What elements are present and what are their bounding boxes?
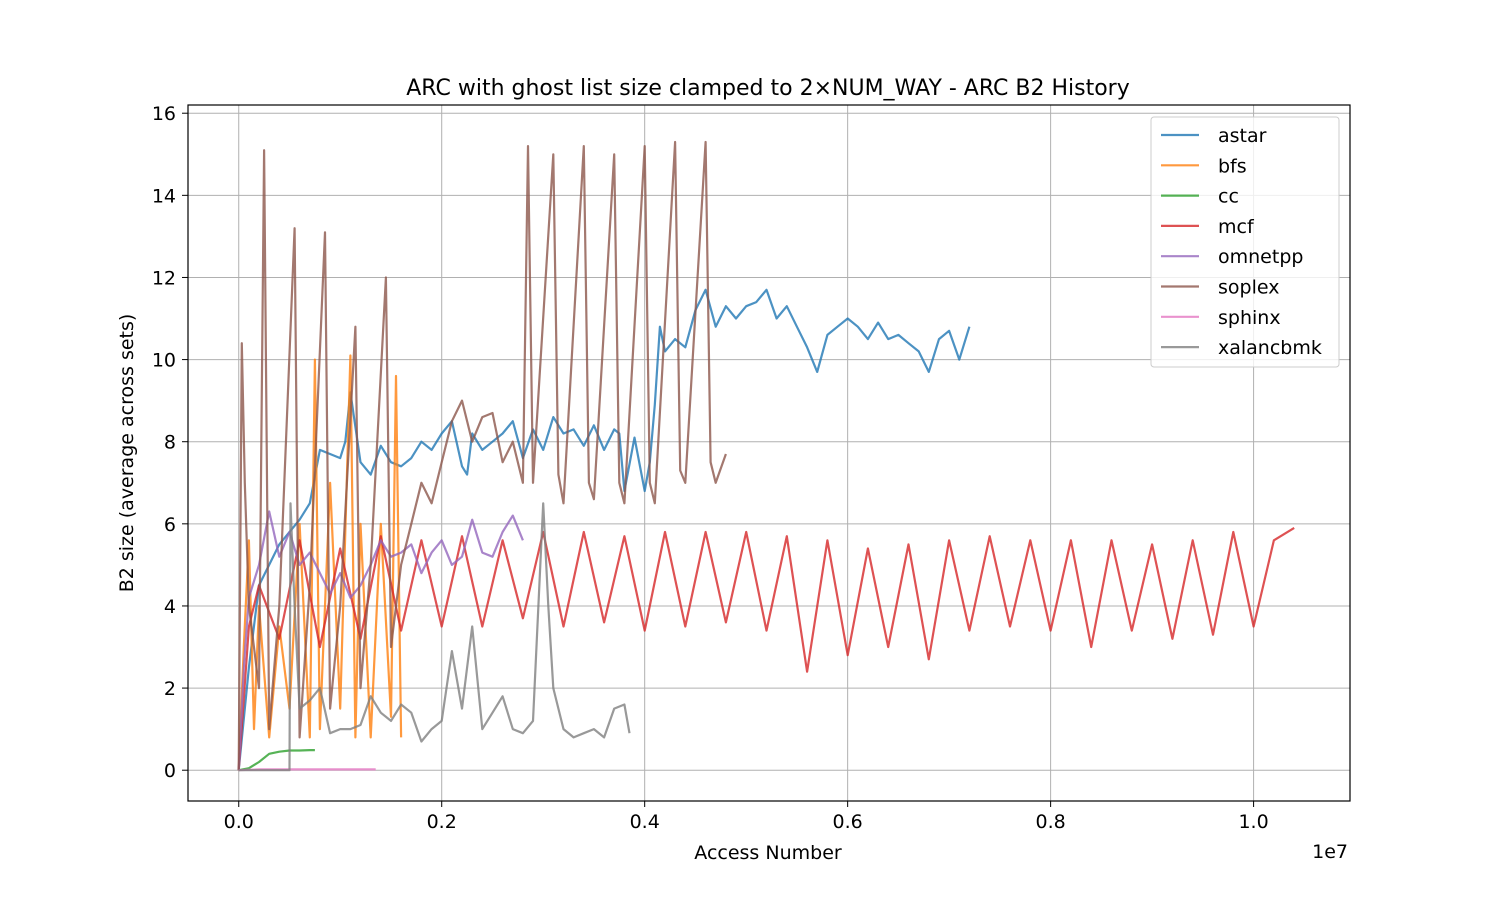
series-line-omnetpp [237, 510, 524, 771]
legend-label-xalancbmk: xalancbmk [1218, 337, 1322, 359]
legend-label-omnetpp: omnetpp [1218, 246, 1303, 268]
y-axis-label: B2 size (average across sets) [116, 314, 138, 593]
legend-box [1150, 116, 1340, 368]
legend-label-mcf: mcf [1218, 216, 1255, 238]
series-line-mcf [237, 526, 1295, 771]
x-tick-label: 0.4 [630, 811, 660, 833]
legend-label-bfs: bfs [1218, 155, 1247, 177]
y-tick-label: 16 [152, 103, 176, 125]
legend-label-soplex: soplex [1218, 277, 1279, 299]
y-tick-label: 6 [164, 514, 176, 536]
axis-ticks: 0.0 0.2 0.4 0.6 0.8 1.0 0 2 4 6 8 10 12 14 16 [152, 103, 1269, 833]
legend-label-sphinx: sphinx [1218, 307, 1281, 329]
x-tick-label: 0.0 [224, 811, 254, 833]
grid-lines [188, 105, 1350, 801]
data-series [237, 140, 1295, 772]
y-tick-label: 4 [164, 596, 176, 618]
chart-title: ARC with ghost list size clamped to 2×NU… [406, 76, 1130, 101]
x-axis-offset-label: 1e7 [1312, 841, 1348, 863]
x-tick-label: 0.6 [833, 811, 863, 833]
y-tick-label: 10 [152, 350, 176, 372]
y-tick-label: 2 [164, 678, 176, 700]
legend-label-cc: cc [1218, 186, 1239, 208]
series-line-xalancbmk [238, 502, 631, 772]
x-tick-label: 0.8 [1036, 811, 1066, 833]
y-tick-label: 12 [152, 267, 176, 289]
series-line-cc [238, 748, 315, 772]
x-tick-label: 1.0 [1238, 811, 1268, 833]
y-tick-label: 8 [164, 432, 176, 454]
y-tick-label: 14 [152, 185, 176, 207]
legend: astar bfs cc mcf omnetpp soplex sphinx xalancbm… [1150, 116, 1340, 368]
series-line-soplex [237, 140, 727, 771]
plot-area-frame [187, 104, 1351, 802]
x-axis-label: Access Number [694, 842, 842, 864]
legend-label-astar: astar [1218, 125, 1267, 147]
x-tick-label: 0.2 [427, 811, 457, 833]
y-tick-label: 0 [164, 760, 176, 782]
